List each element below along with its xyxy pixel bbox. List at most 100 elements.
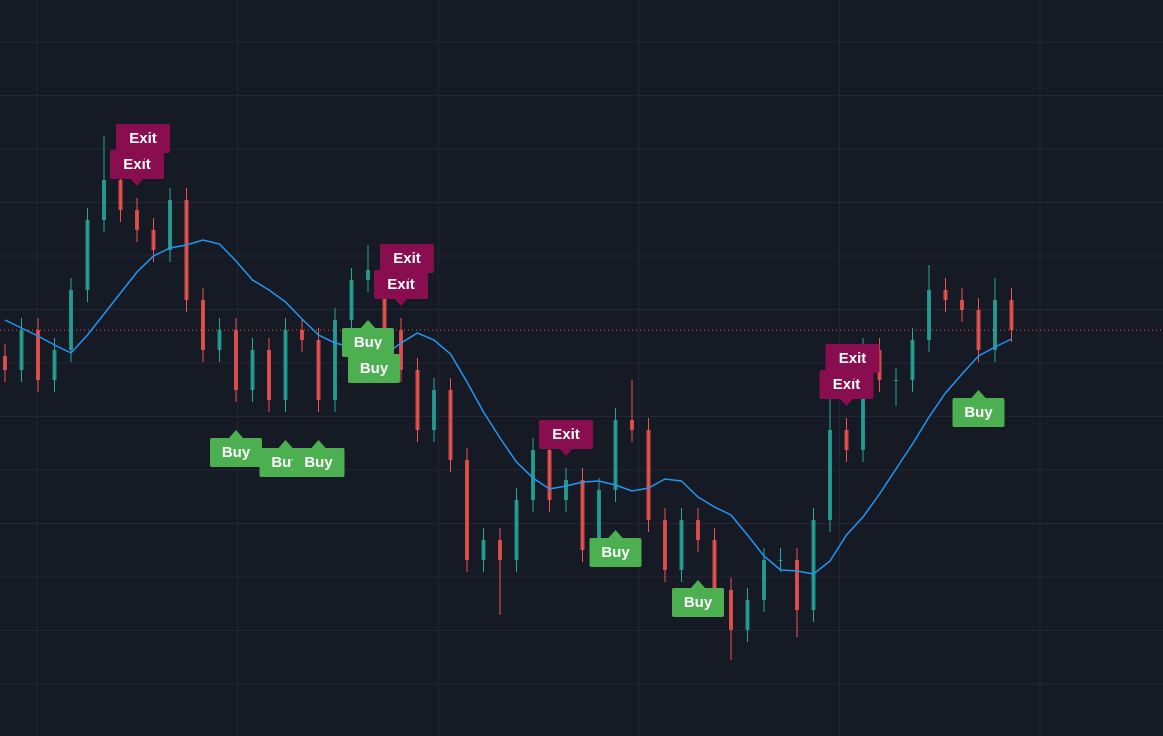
signal-label: Buy — [354, 334, 383, 351]
candle-body — [250, 350, 255, 390]
exit-signal: Exit — [539, 420, 593, 456]
signal-label: Exit — [393, 250, 421, 267]
candle-body — [778, 560, 783, 561]
candle-body — [613, 420, 618, 490]
signal-box — [348, 354, 400, 383]
signal-box — [825, 344, 880, 373]
signal-pointer — [839, 398, 854, 406]
signal-box — [292, 448, 345, 477]
buy-signal: Buy — [952, 390, 1005, 427]
candle-body — [52, 350, 57, 380]
candle-body — [151, 230, 156, 250]
candle-body — [382, 270, 387, 330]
signal-box — [110, 150, 164, 179]
candle-body — [102, 180, 106, 220]
signal-label: Exit — [123, 156, 151, 173]
buy-signal: Buy — [348, 346, 400, 383]
signal-box — [589, 538, 642, 567]
candle-body — [448, 390, 453, 460]
exit-signal: Exit — [825, 344, 880, 380]
candle-body — [267, 350, 271, 400]
signal-label: Buy — [222, 444, 251, 461]
candle-body — [943, 290, 948, 300]
candle-body — [762, 560, 766, 600]
candle-body — [3, 356, 7, 370]
candle-body — [465, 460, 469, 560]
candle-body — [316, 340, 321, 400]
signal-box — [342, 328, 394, 357]
candle-body — [564, 480, 568, 500]
candle-body — [333, 320, 337, 400]
candle-body — [729, 590, 733, 630]
signal-box — [819, 370, 874, 399]
candle-body — [1009, 300, 1014, 330]
candle-body — [217, 330, 222, 350]
candle-body — [234, 330, 238, 390]
signal-pointer — [845, 372, 860, 380]
candle-body — [894, 380, 898, 381]
buy-signal: Buy — [672, 580, 724, 617]
candle-body — [844, 430, 849, 450]
candle-body — [910, 340, 915, 380]
buy-signal: Buy — [342, 320, 394, 357]
signal-pointer — [394, 298, 408, 306]
candle-body — [366, 270, 370, 280]
candle-body — [432, 390, 436, 430]
candle-body — [828, 430, 832, 520]
candle-body — [679, 520, 684, 570]
signal-label: Exit — [129, 130, 157, 147]
signal-label: Buy — [601, 544, 630, 561]
candle-body — [795, 560, 799, 610]
candle-body — [597, 490, 601, 550]
candle-body — [19, 330, 24, 370]
candle-body — [85, 220, 90, 290]
signal-label: Exit — [387, 276, 415, 293]
candle-body — [663, 520, 667, 570]
signal-label: Buy — [360, 360, 389, 377]
candle-body — [69, 290, 73, 350]
candle-body — [201, 300, 205, 350]
signal-pointer — [690, 580, 706, 589]
signal-pointer — [136, 152, 150, 160]
candle-body — [861, 350, 865, 450]
buy-signal: Buy — [292, 440, 345, 477]
signal-label: Exit — [833, 376, 861, 393]
signal-pointer — [970, 390, 987, 399]
signal-pointer — [310, 440, 327, 449]
candle-body — [993, 300, 997, 350]
signal-box — [210, 438, 262, 467]
candle-body — [300, 330, 304, 340]
candle-body — [696, 520, 700, 540]
moving-average — [4, 239, 1012, 575]
candle-body — [630, 420, 634, 430]
signal-pointer — [607, 530, 624, 539]
exit-signal: Exit — [374, 270, 428, 306]
signal-pointer — [130, 178, 144, 186]
signal-box — [672, 588, 724, 617]
candle-body — [646, 430, 651, 520]
signal-box — [952, 398, 1005, 427]
candle-body — [168, 200, 172, 250]
candle-body — [976, 310, 981, 350]
candle-body — [531, 450, 535, 500]
candle-body — [514, 500, 519, 560]
exit-signal: Exit — [380, 244, 434, 280]
candle-body — [36, 330, 40, 380]
candle-body — [547, 450, 552, 500]
signal-pointer — [366, 346, 382, 355]
candle-body — [580, 480, 585, 550]
signal-pointer — [400, 272, 414, 280]
candle-body — [927, 290, 931, 340]
signal-pointer — [559, 448, 573, 456]
candle-body — [498, 540, 502, 560]
buy-signal: Buy — [210, 430, 262, 467]
candle-body — [745, 600, 750, 630]
signal-label: Buy — [684, 594, 713, 611]
signal-box — [380, 244, 434, 273]
candle-body — [135, 210, 139, 230]
exit-signal: Exit — [819, 370, 874, 406]
signal-box — [374, 270, 428, 299]
